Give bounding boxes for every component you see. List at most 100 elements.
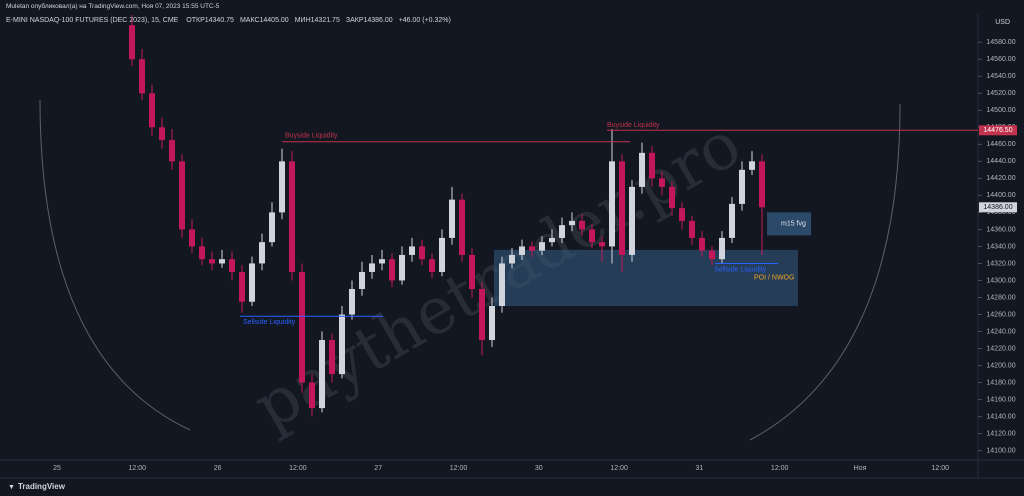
- y-tick-label: 14340.00: [986, 243, 1015, 250]
- candle-body: [219, 259, 225, 264]
- y-tick-label: 14440.00: [986, 158, 1015, 165]
- y-tick-label: 14460.00: [986, 141, 1015, 148]
- liquidity-label: Buyside Liquidity: [607, 122, 660, 129]
- price-label: 14476.50: [983, 127, 1012, 134]
- x-tick-label: 26: [214, 465, 222, 472]
- candle-body: [269, 212, 275, 243]
- candle-body: [719, 237, 725, 260]
- candle-body: [209, 259, 215, 264]
- candle-body: [499, 263, 505, 306]
- candle-body: [129, 25, 135, 60]
- fvg-zone: [767, 212, 811, 236]
- legend-field: МАКС14405.00: [239, 17, 289, 24]
- candle-body: [369, 263, 375, 272]
- candle-body: [199, 246, 205, 260]
- liquidity-label: Sellside Liquidity: [714, 266, 767, 273]
- arc-right: [749, 103, 901, 441]
- price-label-box: [979, 125, 1017, 136]
- candle-body: [289, 161, 295, 272]
- candle-body: [549, 237, 555, 243]
- candle-body: [349, 288, 355, 315]
- candle-body: [309, 382, 315, 409]
- legend-field: ОТКР14340.75: [186, 17, 234, 24]
- candle-body: [249, 263, 255, 302]
- y-tick-label: 14220.00: [986, 345, 1015, 352]
- candle-body: [569, 220, 575, 226]
- legend-field: МИН14321.75: [294, 17, 340, 24]
- currency: USD: [995, 19, 1010, 26]
- x-tick-label: 30: [535, 465, 543, 472]
- candle-body: [409, 246, 415, 255]
- candle-body: [689, 220, 695, 238]
- candle-body: [649, 152, 655, 179]
- y-tick-label: 14240.00: [986, 328, 1015, 335]
- legend-field: +46.00 (+0.32%): [398, 17, 451, 24]
- candle-body: [339, 314, 345, 375]
- x-tick-label: 27: [374, 465, 382, 472]
- candle-body: [469, 254, 475, 289]
- brand: ▼ TradingView: [8, 482, 65, 491]
- candle-body: [399, 254, 405, 281]
- candle-body: [579, 220, 585, 230]
- y-tick-label: 14200.00: [986, 362, 1015, 369]
- candle-body: [319, 340, 325, 409]
- candle-body: [609, 161, 615, 247]
- y-tick-label: 14520.00: [986, 90, 1015, 97]
- candle-body: [259, 242, 265, 264]
- candle-body: [149, 93, 155, 128]
- poi-label: POI / NWOG: [754, 275, 794, 282]
- y-tick-label: 14120.00: [986, 430, 1015, 437]
- y-tick-label: 14500.00: [986, 107, 1015, 114]
- x-tick-label: 12:00: [932, 465, 950, 472]
- candle-body: [419, 246, 425, 260]
- liquidity-label: Sellside Liquidity: [243, 319, 296, 326]
- candle-body: [169, 140, 175, 162]
- candle-body: [299, 271, 305, 383]
- liquidity-label: Buyside Liquidity: [285, 133, 338, 140]
- candle-body: [379, 259, 385, 264]
- y-tick-label: 14420.00: [986, 175, 1015, 182]
- fvg-label: m15 fvg: [781, 221, 806, 228]
- candle-body: [189, 229, 195, 247]
- y-tick-label: 14360.00: [986, 226, 1015, 233]
- candle-body: [179, 161, 185, 230]
- price-label: 14386.00: [983, 204, 1012, 211]
- x-tick-label: 12:00: [450, 465, 468, 472]
- x-tick-label: Ноя: [854, 465, 867, 472]
- candle-body: [459, 199, 465, 255]
- candle-body: [539, 242, 545, 251]
- y-tick-label: 14140.00: [986, 413, 1015, 420]
- candle-body: [429, 259, 435, 272]
- poi-zone: [494, 249, 798, 306]
- candle-body: [699, 237, 705, 251]
- y-tick-label: 14540.00: [986, 73, 1015, 80]
- candle-body: [749, 161, 755, 170]
- candle-body: [279, 161, 285, 213]
- x-tick-label: 31: [696, 465, 704, 472]
- arc-left: [39, 99, 191, 431]
- x-tick-label: 12:00: [771, 465, 789, 472]
- price-label-box: [979, 202, 1017, 213]
- y-tick-label: 14320.00: [986, 260, 1015, 267]
- y-tick-label: 14160.00: [986, 396, 1015, 403]
- candle-body: [659, 178, 665, 187]
- logo: ▼: [8, 484, 15, 491]
- x-tick-label: 12:00: [129, 465, 147, 472]
- brand-text: TradingView: [17, 482, 65, 491]
- candle-body: [589, 229, 595, 243]
- candle-body: [229, 259, 235, 272]
- candle-body: [449, 199, 455, 238]
- y-tick-label: 14580.00: [986, 39, 1015, 46]
- y-tick-label: 14380.00: [986, 209, 1015, 216]
- y-tick-label: 14560.00: [986, 56, 1015, 63]
- candle-body: [479, 288, 485, 341]
- candle-body: [619, 161, 625, 255]
- candle-body: [519, 246, 525, 255]
- candle-body: [359, 271, 365, 289]
- candle-body: [739, 169, 745, 204]
- x-tick-label: 25: [53, 465, 61, 472]
- y-tick-label: 14180.00: [986, 379, 1015, 386]
- y-tick-label: 14260.00: [986, 311, 1015, 318]
